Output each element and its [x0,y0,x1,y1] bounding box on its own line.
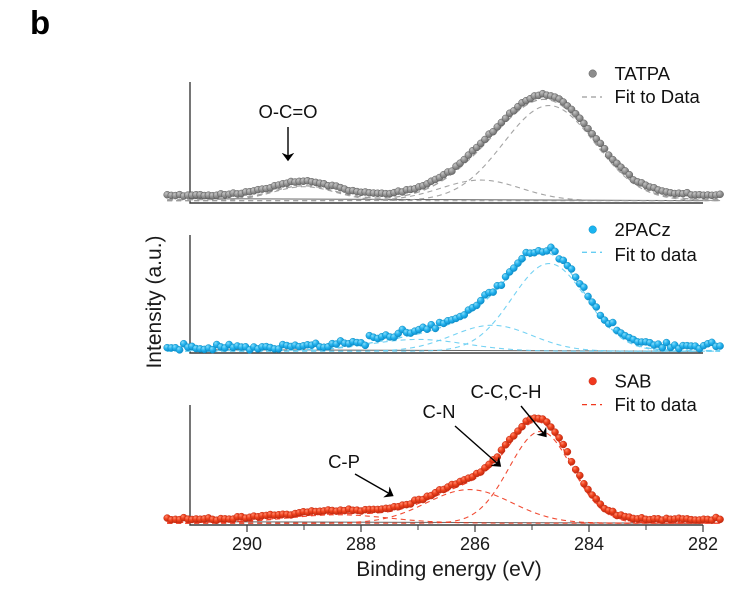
svg-text:290: 290 [232,534,262,554]
svg-text:Fit to Data: Fit to Data [615,86,701,107]
svg-text:286: 286 [460,534,490,554]
svg-text:288: 288 [346,534,376,554]
svg-text:2PACz: 2PACz [615,219,671,240]
svg-text:Binding energy (eV): Binding energy (eV) [356,558,542,581]
svg-text:C-N: C-N [423,401,456,422]
svg-text:Fit to data: Fit to data [615,244,698,265]
svg-text:O-C=O: O-C=O [258,101,317,122]
svg-text:C-C,C-H: C-C,C-H [471,381,542,402]
svg-text:282: 282 [688,534,718,554]
svg-text:TATPA: TATPA [615,63,671,84]
svg-text:b: b [30,4,50,41]
svg-text:C-P: C-P [328,451,360,472]
svg-text:Intensity (a.u.): Intensity (a.u.) [143,235,166,368]
svg-text:Fit to data: Fit to data [615,394,698,415]
svg-text:SAB: SAB [615,370,652,391]
svg-text:284: 284 [574,534,604,554]
